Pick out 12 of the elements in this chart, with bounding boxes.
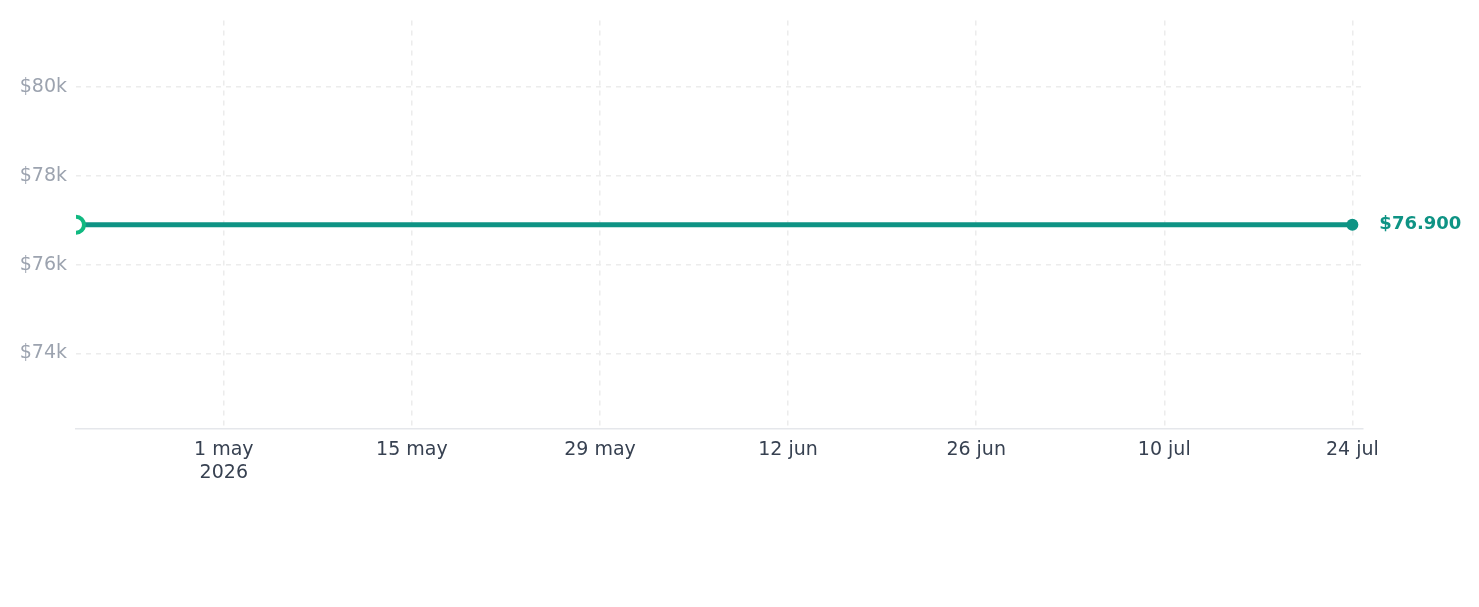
- y-tick-label: $76k: [19, 251, 67, 274]
- y-tick-label: $74k: [19, 340, 67, 363]
- y-tick-label: $78k: [19, 162, 67, 185]
- x-tick-label: 1 may 2026: [194, 437, 254, 483]
- x-tick-label: 24 jul: [1325, 437, 1379, 460]
- y-tick-label: $80k: [19, 73, 67, 96]
- x-tick-label: 12 jun: [758, 437, 818, 460]
- x-tick-label: 15 may: [376, 437, 448, 460]
- data-label: $76.900: [1379, 212, 1462, 234]
- x-tick-label: 10 jul: [1137, 437, 1191, 460]
- x-tick-label: 29 may: [564, 437, 636, 460]
- x-tick-label: 26 jun: [946, 437, 1006, 460]
